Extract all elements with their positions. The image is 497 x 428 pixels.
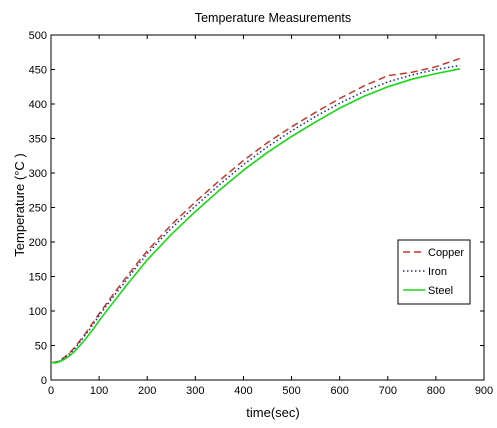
x-tick-label: 0 <box>48 385 54 397</box>
x-tick-label: 300 <box>186 385 204 397</box>
x-tick-label: 400 <box>234 385 252 397</box>
y-tick-label: 250 <box>29 203 47 215</box>
x-tick-label: 100 <box>90 385 108 397</box>
x-tick-label: 500 <box>282 385 300 397</box>
legend-box <box>397 239 471 305</box>
y-tick-label: 500 <box>29 30 47 42</box>
x-tick-label: 800 <box>427 385 445 397</box>
legend-label-steel: Steel <box>428 285 453 297</box>
y-tick-label: 0 <box>41 375 47 387</box>
series-line-iron <box>50 64 461 364</box>
legend-label-iron: Iron <box>428 266 447 278</box>
chart-title: Temperature Measurements <box>195 11 351 25</box>
x-tick-label: 600 <box>330 385 348 397</box>
y-tick-label: 150 <box>29 272 47 284</box>
y-tick-label: 100 <box>29 306 47 318</box>
series-line-copper <box>50 57 461 364</box>
y-tick-label: 300 <box>29 168 47 180</box>
y-axis-label: Temperature (°C ) <box>12 153 27 256</box>
y-tick-label: 350 <box>29 134 47 146</box>
legend-label-copper: Copper <box>428 247 464 259</box>
x-axis-label: time(sec) <box>246 405 299 420</box>
legend: Copper Iron Steel <box>397 239 471 305</box>
plot-frame <box>50 34 485 381</box>
y-tick-label: 50 <box>35 341 47 353</box>
x-tick-label: 200 <box>138 385 156 397</box>
y-tick-label: 450 <box>29 65 47 77</box>
x-tick-label: 700 <box>379 385 397 397</box>
y-tick-label: 200 <box>29 237 47 249</box>
x-tick-label: 900 <box>475 385 493 397</box>
y-tick-label: 400 <box>29 99 47 111</box>
series-line-steel <box>51 68 461 364</box>
